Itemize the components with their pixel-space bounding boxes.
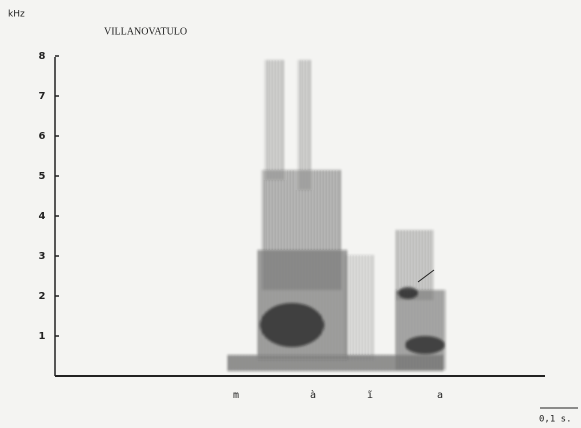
y-tick-label: 2 bbox=[39, 291, 46, 302]
y-tick-label: 1 bbox=[39, 331, 46, 342]
chart-title: VILLANOVATULO bbox=[104, 26, 187, 37]
spectrogram bbox=[228, 60, 445, 371]
segment-label: a bbox=[437, 390, 443, 401]
scale-label: 0,1 s. bbox=[539, 415, 572, 425]
segment-label: à bbox=[310, 389, 316, 401]
spectrogram-texture bbox=[228, 60, 445, 371]
y-tick-label: 6 bbox=[39, 131, 46, 142]
segment-label: ĩ bbox=[367, 390, 373, 401]
y-tick-label: 5 bbox=[39, 171, 46, 182]
y-tick-label: 7 bbox=[39, 91, 46, 102]
y-tick-label: 3 bbox=[39, 251, 46, 262]
y-tick-label: 8 bbox=[39, 51, 46, 62]
segment-label: m bbox=[233, 390, 239, 401]
y-axis-label: kHz bbox=[8, 10, 25, 20]
y-tick-label: 4 bbox=[39, 211, 46, 222]
